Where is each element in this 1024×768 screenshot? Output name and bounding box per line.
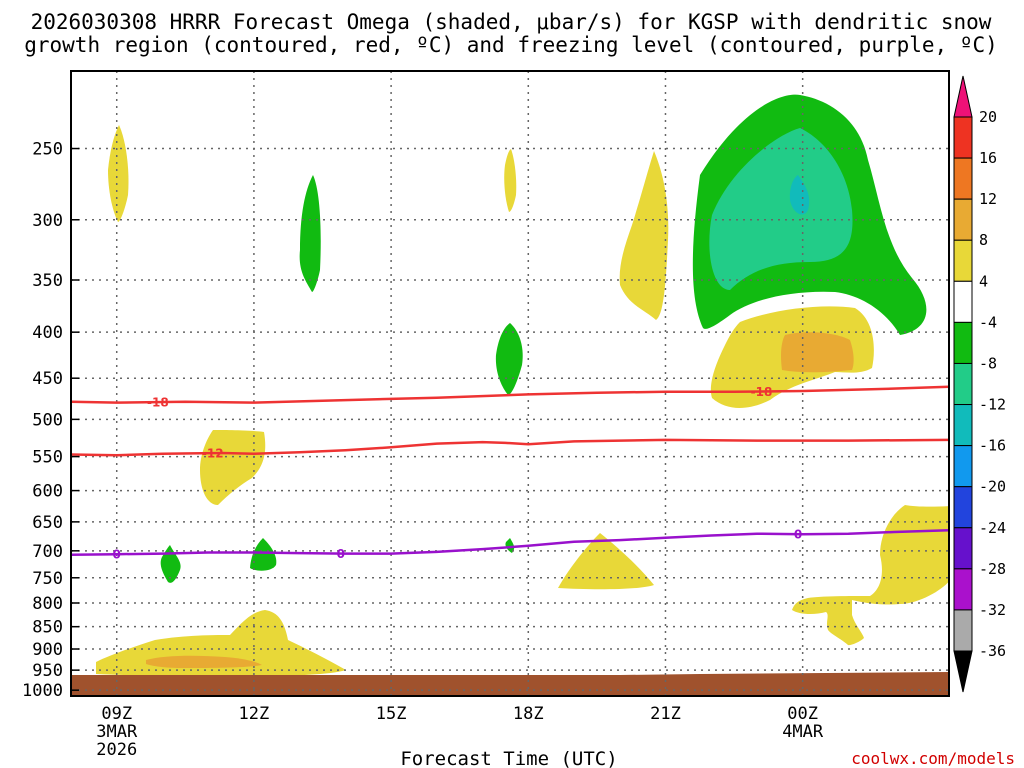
colorbar-label: -36 — [979, 642, 1006, 660]
colorbar-bin — [953, 486, 973, 529]
colorbar-bin — [953, 198, 973, 241]
colorbar-label: 20 — [979, 108, 997, 126]
contour-label-dgz-18: -18 — [751, 385, 773, 399]
omega-region-boundary-layer-core — [146, 655, 262, 668]
colorbar-label: -12 — [979, 396, 1006, 414]
colorbar-bin — [953, 609, 973, 652]
colorbar-label: -8 — [979, 354, 997, 372]
x-tick-year: 2026 — [96, 740, 137, 760]
x-tick-label: 15Z — [376, 704, 407, 724]
colorbar-bin — [953, 157, 973, 200]
colorbar-top-arrow — [953, 75, 973, 118]
y-tick-label: 250 — [32, 140, 63, 160]
contour-label-freezing-level: 0 — [337, 547, 345, 561]
x-tick-date: 3MAR — [96, 722, 138, 742]
x-axis-label: Forecast Time (UTC) — [400, 748, 617, 768]
omega-region-20z-upper — [619, 151, 669, 320]
y-tick-label: 950 — [32, 661, 63, 681]
colorbar-bin — [953, 321, 973, 364]
colorbar-bottom-arrow — [953, 650, 973, 693]
y-axis: 2503003504004505005506006507007508008509… — [22, 140, 79, 701]
chart-title-line-2: growth region (contoured, red, ºC) and f… — [24, 33, 998, 57]
colorbar-bin — [953, 568, 973, 611]
omega-region-upper-right-core — [789, 175, 810, 215]
y-tick-label: 850 — [32, 618, 63, 638]
colorbar-bin — [953, 280, 973, 323]
contour-label-freezing-level: 0 — [113, 548, 121, 562]
y-tick-label: 650 — [32, 513, 63, 533]
credit-text: coolwx.com/models — [851, 749, 1015, 768]
colorbar-label: 8 — [979, 231, 988, 249]
contour-dgz-18 — [71, 385, 949, 404]
y-tick-label: 550 — [32, 448, 63, 468]
colorbar: 20 16 12 8 4 -4 -8 -12 -16 -20 -24 -28 -32 -36 — [953, 75, 1006, 693]
omega-region-5pm-low — [505, 538, 515, 553]
colorbar-label: -4 — [979, 313, 997, 331]
y-tick-label: 900 — [32, 640, 63, 660]
colorbar-bin — [953, 239, 973, 282]
omega-region-1pm-upper — [299, 175, 321, 292]
x-tick-label: 21Z — [650, 704, 681, 724]
omega-shaded-field — [71, 94, 949, 696]
colorbar-bin — [953, 404, 973, 447]
y-tick-label: 700 — [32, 542, 63, 562]
colorbar-label: -32 — [979, 601, 1006, 619]
colorbar-label: 4 — [979, 272, 988, 290]
y-tick-label: 400 — [32, 323, 63, 343]
colorbar-bin — [953, 116, 973, 159]
y-tick-label: 1000 — [22, 681, 63, 701]
omega-region-17z-upper — [504, 149, 517, 212]
omega-region-23z-mid-core — [781, 332, 854, 373]
omega-region-5pm-mid — [495, 323, 523, 395]
contour-labels: -18 -18 -12 0 0 0 — [113, 385, 803, 562]
contour-label-dgz-12: -12 — [202, 447, 224, 461]
x-tick-label: 00Z — [787, 704, 818, 724]
colorbar-label: -16 — [979, 437, 1006, 455]
contour-freezing-level — [71, 528, 949, 556]
omega-region-9z-upper — [108, 125, 129, 222]
contour-lines — [71, 385, 949, 556]
colorbar-bin — [953, 527, 973, 570]
y-tick-label: 750 — [32, 569, 63, 589]
y-tick-label: 600 — [32, 482, 63, 502]
colorbar-label: 16 — [979, 149, 997, 167]
colorbar-label: -24 — [979, 519, 1006, 537]
x-tick-label: 09Z — [101, 704, 132, 724]
omega-region-11z-mid — [200, 430, 266, 505]
y-tick-label: 450 — [32, 369, 63, 389]
y-tick-label: 500 — [32, 410, 63, 430]
y-tick-label: 350 — [32, 271, 63, 291]
colorbar-bin — [953, 362, 973, 406]
x-tick-label: 12Z — [239, 704, 270, 724]
colorbar-label: -28 — [979, 560, 1006, 578]
x-tick-date: 4MAR — [782, 722, 824, 742]
y-tick-label: 300 — [32, 211, 63, 231]
contour-dgz-12 — [71, 438, 949, 457]
omega-region-01z-low — [792, 505, 949, 646]
chart-title-line-1: 2026030308 HRRR Forecast Omega (shaded, … — [31, 10, 992, 34]
x-tick-label: 18Z — [513, 704, 544, 724]
contour-label-freezing-level: 0 — [794, 528, 802, 542]
plot-frame — [70, 70, 950, 697]
colorbar-bin — [953, 445, 973, 488]
colorbar-label: 12 — [979, 190, 997, 208]
omega-region-12z-low — [250, 538, 277, 571]
contour-label-dgz-18: -18 — [147, 396, 169, 410]
omega-region-19z-low — [558, 533, 654, 590]
omega-region-upper-right-inner — [709, 128, 853, 290]
terrain-ground — [71, 672, 949, 696]
colorbar-label: -20 — [979, 478, 1006, 496]
y-tick-label: 800 — [32, 594, 63, 614]
